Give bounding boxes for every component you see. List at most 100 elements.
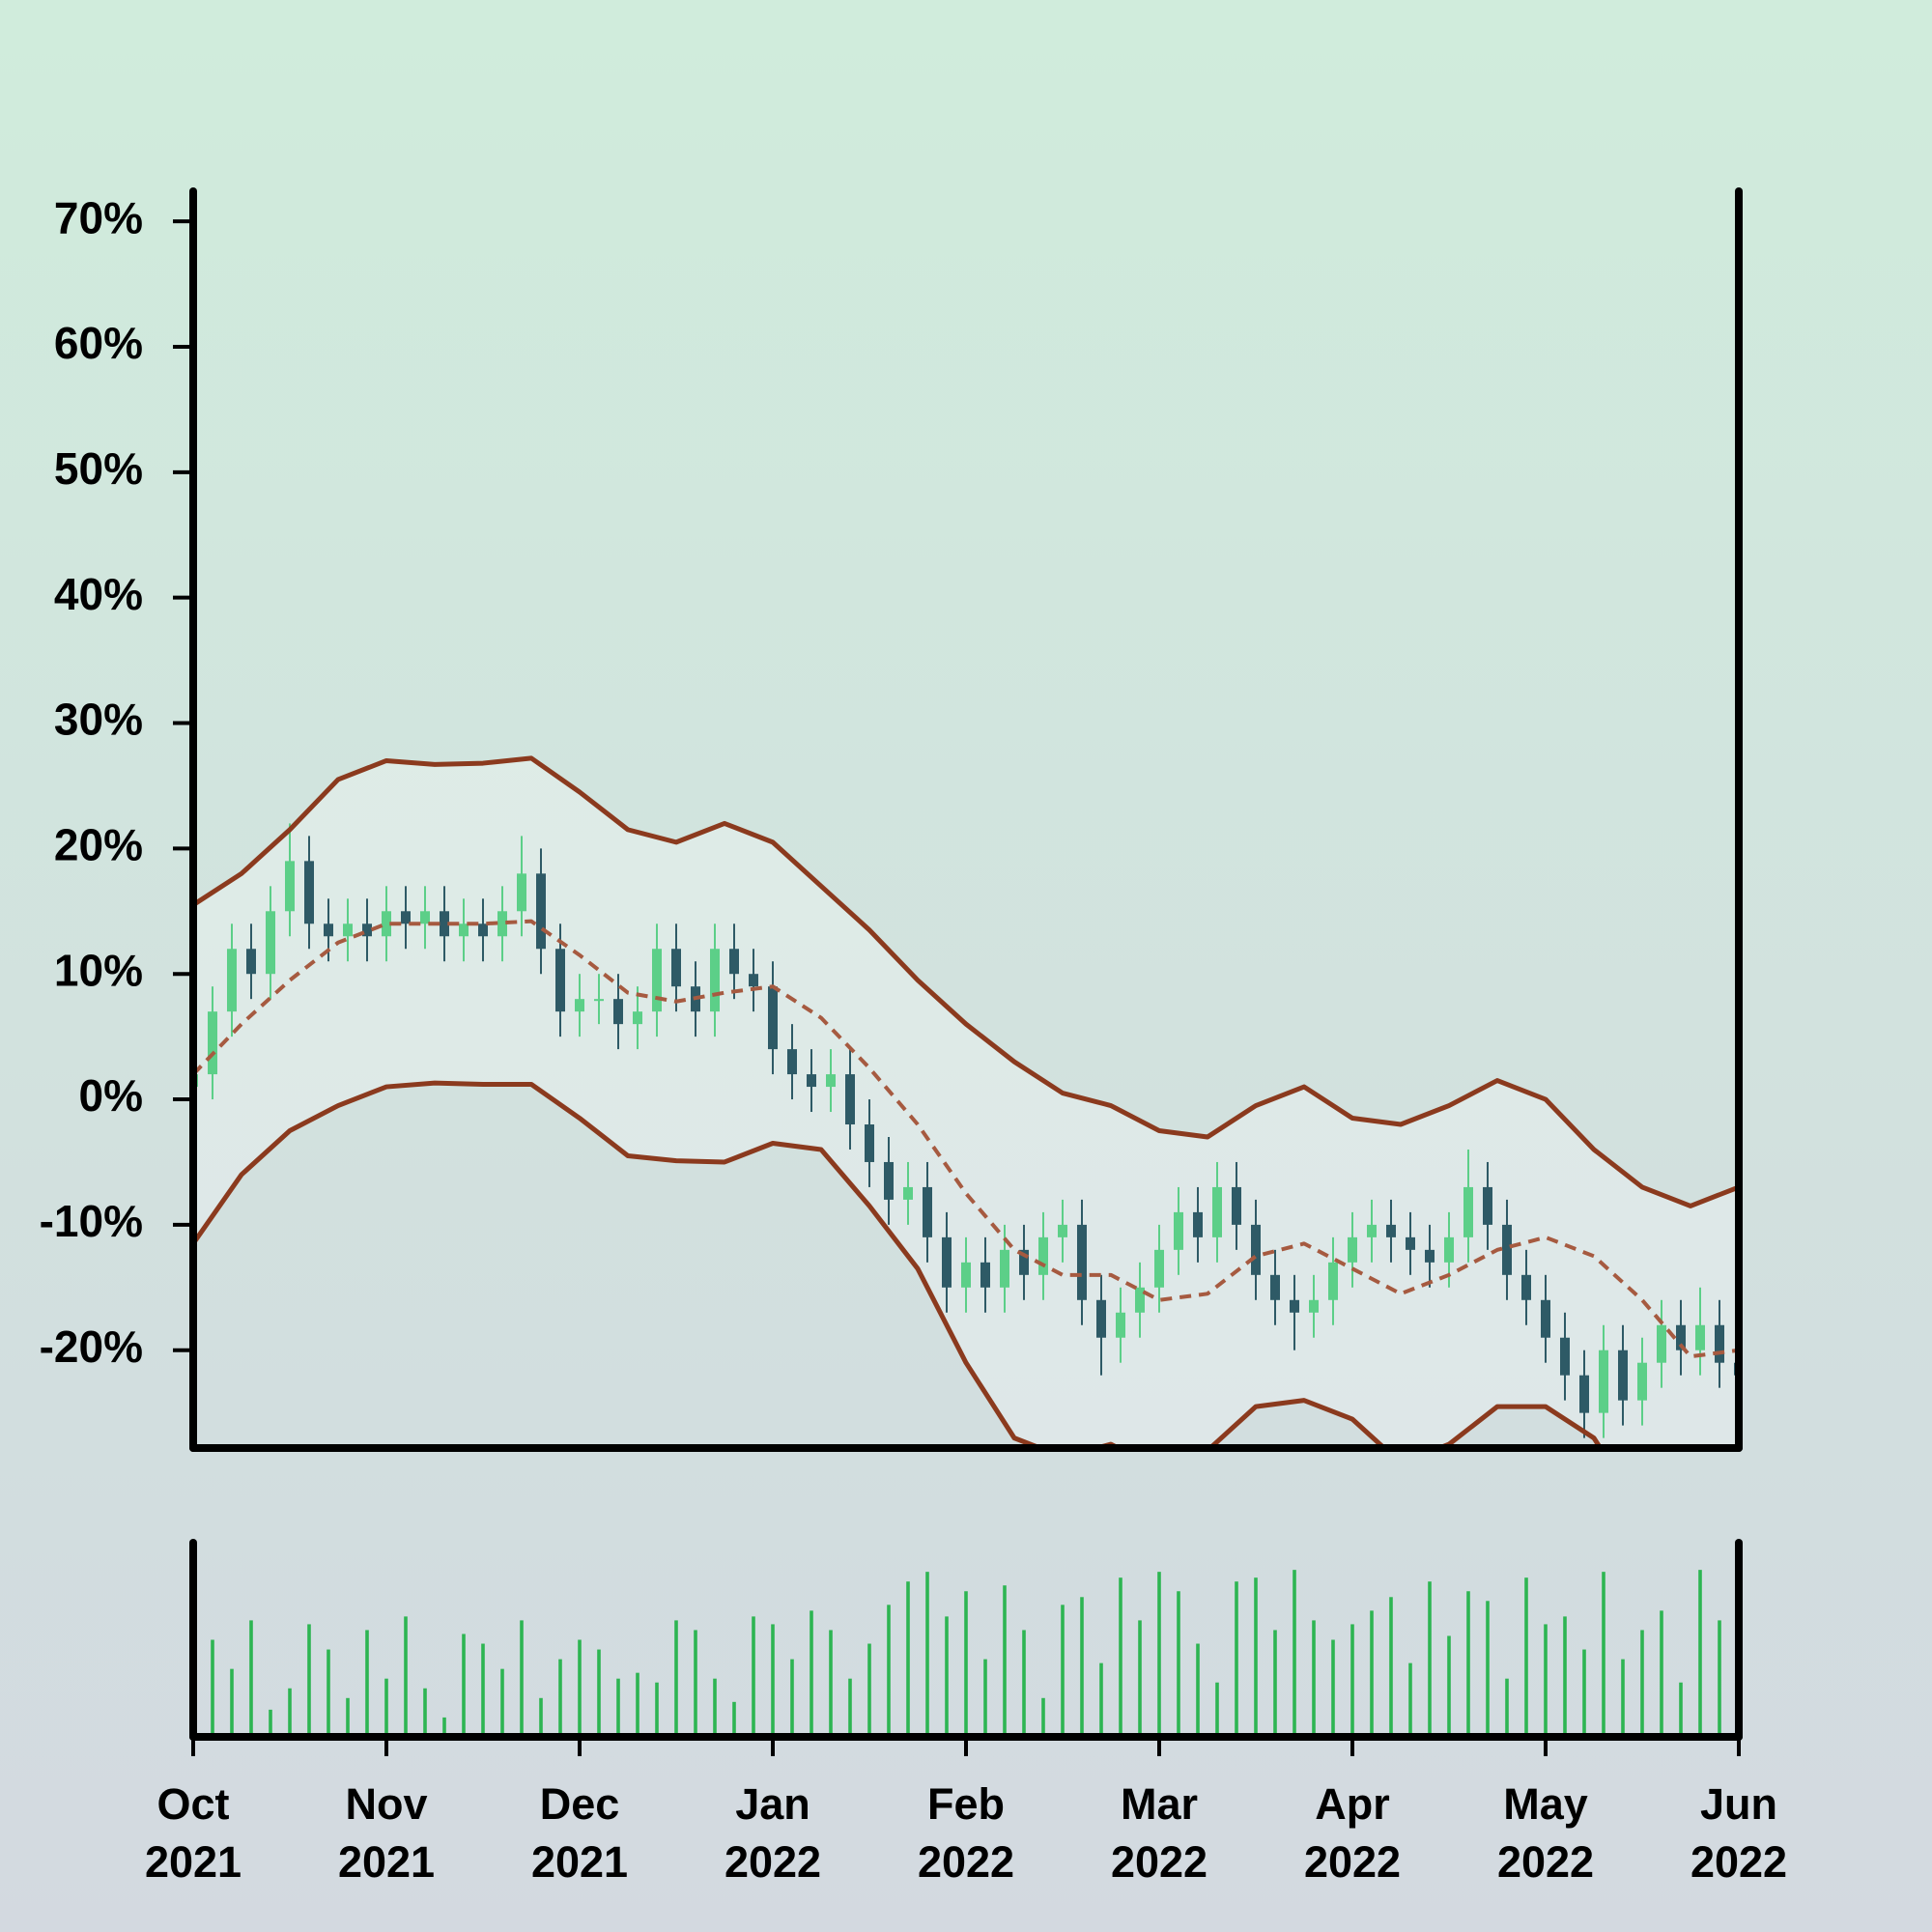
volume-bar: [887, 1605, 891, 1737]
volume-bar: [481, 1643, 485, 1737]
candle-body: [1058, 1224, 1067, 1237]
candle-body: [1038, 1236, 1048, 1275]
candle-body: [633, 1011, 642, 1025]
volume-bar: [1428, 1581, 1432, 1737]
volume-bar: [1099, 1662, 1103, 1737]
volume-bar: [462, 1634, 466, 1737]
volume-bar: [1138, 1620, 1142, 1737]
candle-body: [903, 1186, 913, 1200]
candle-body: [749, 974, 758, 987]
candle-body: [1618, 1350, 1628, 1401]
volume-bar: [1582, 1649, 1586, 1737]
band-lower: [193, 1080, 1604, 1448]
volume-area: [193, 1570, 1739, 1737]
volume-bar: [1640, 1630, 1644, 1737]
volume-bar: [1041, 1697, 1045, 1737]
candle-body: [440, 911, 449, 937]
volume-bar: [1698, 1570, 1702, 1737]
volume-bar: [790, 1659, 794, 1737]
candle-body: [324, 923, 333, 937]
candle-body: [826, 1074, 836, 1088]
y-tick-label: 40%: [54, 569, 143, 619]
volume-bar: [249, 1620, 253, 1737]
volume-bar: [578, 1639, 582, 1737]
candle-body: [710, 949, 720, 1012]
volume-bar: [925, 1572, 929, 1737]
candle-body: [1116, 1312, 1125, 1338]
candle-body: [845, 1074, 855, 1125]
volume-bar: [211, 1639, 214, 1737]
candle-body: [362, 923, 372, 937]
volume-bar: [327, 1649, 330, 1737]
candle-body: [208, 1011, 217, 1075]
volume-bar: [1486, 1601, 1490, 1737]
candle-body: [787, 1049, 797, 1075]
candle-body: [1386, 1224, 1396, 1237]
candle-body: [285, 861, 295, 912]
candle-body: [1715, 1324, 1724, 1363]
candle-body: [401, 911, 411, 924]
volume-bar: [1157, 1572, 1161, 1737]
volume-bar: [1273, 1630, 1277, 1737]
volume-bar: [732, 1701, 736, 1737]
candle-body: [1251, 1224, 1261, 1275]
candle-body: [382, 911, 391, 937]
volume-bar: [423, 1688, 427, 1737]
candle-body: [807, 1074, 816, 1088]
candle-body: [1309, 1299, 1319, 1313]
volume-bar: [1080, 1597, 1084, 1737]
candle-body: [536, 873, 546, 950]
volume-bar: [269, 1709, 272, 1737]
candle-body: [304, 861, 314, 924]
candle-body: [923, 1186, 932, 1237]
volume-bar: [945, 1616, 949, 1737]
volume-bar: [1119, 1577, 1122, 1737]
volume-bar: [829, 1630, 833, 1737]
band-fill: [193, 757, 1739, 1448]
x-tick-label: Oct 2021: [144, 1779, 242, 1887]
volume-bar: [1389, 1597, 1393, 1737]
candle-body: [1019, 1249, 1029, 1275]
x-tick-label: Apr 2022: [1303, 1779, 1402, 1887]
candle-body: [942, 1236, 952, 1288]
candle-body: [1425, 1249, 1435, 1263]
volume-bar: [1660, 1610, 1663, 1737]
volume-bar: [616, 1678, 620, 1737]
candle-body: [1212, 1186, 1222, 1237]
volume-bar: [346, 1697, 350, 1737]
candle-body: [613, 999, 623, 1025]
x-tick-label: May 2022: [1496, 1779, 1595, 1887]
volume-bar: [365, 1630, 369, 1737]
candle-body: [768, 986, 778, 1050]
volume-bar: [1370, 1610, 1374, 1737]
volume-bar: [1718, 1620, 1721, 1737]
candle-body: [1483, 1186, 1492, 1225]
candle-body: [1637, 1362, 1647, 1401]
candle-body: [594, 999, 604, 1002]
y-tick-label: 70%: [54, 192, 143, 242]
y-tick-label: 20%: [54, 820, 143, 870]
band-upper: [193, 755, 1739, 1208]
candle-body: [1657, 1324, 1666, 1363]
volume-bar: [558, 1659, 562, 1737]
volume-bar: [694, 1630, 697, 1737]
volume-bar: [1563, 1616, 1567, 1737]
y-tick-label: 60%: [54, 318, 143, 368]
candle-body: [1579, 1375, 1589, 1413]
volume-bar: [636, 1672, 639, 1737]
candle-body: [1174, 1211, 1183, 1250]
candle-body: [1135, 1287, 1145, 1313]
candle-body: [420, 911, 430, 924]
volume-bar: [906, 1581, 910, 1737]
plot-area: [193, 755, 1739, 1448]
y-tick-label: 0%: [79, 1070, 143, 1121]
candle-body: [227, 949, 237, 1012]
volume-bar: [1447, 1635, 1451, 1737]
volume-bar: [384, 1678, 388, 1737]
volume-bar: [288, 1688, 292, 1737]
volume-bar: [964, 1591, 968, 1737]
volume-bar: [520, 1620, 524, 1737]
volume-bar: [1350, 1624, 1354, 1737]
